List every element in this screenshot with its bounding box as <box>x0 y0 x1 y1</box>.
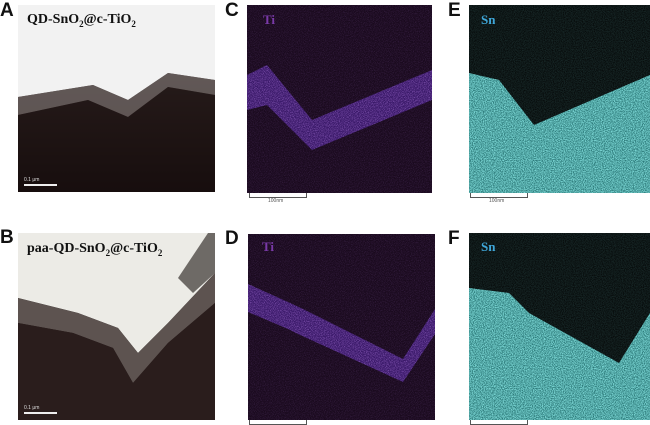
scale-bar <box>24 184 57 186</box>
scale-bar <box>470 420 528 425</box>
eds-map-ti-c: Ti <box>247 5 432 193</box>
element-label-sn: Sn <box>481 239 496 254</box>
panel-label-b: B <box>0 227 14 248</box>
scale-bar <box>249 420 307 425</box>
scale-bar-label: 0.1 μm <box>24 405 40 411</box>
scale-bar <box>24 412 57 414</box>
panel-label-a: A <box>0 0 14 21</box>
scale-bar-label: 0.1 μm <box>24 177 40 183</box>
panel-label-c: C <box>225 0 239 21</box>
eds-map-sn-e: Sn <box>469 5 650 193</box>
scale-bar-label: 100nm <box>268 198 284 204</box>
scale-bar <box>470 193 528 198</box>
panel-label-e: E <box>448 0 461 21</box>
panel-title-a: QD-SnO2@c-TiO2 <box>27 12 136 29</box>
panel-label-f: F <box>448 228 460 249</box>
element-label-ti: Ti <box>262 239 275 254</box>
panel-label-d: D <box>225 228 239 249</box>
eds-map-sn-f: Sn <box>469 233 650 420</box>
tem-image-a: QD-SnO2@c-TiO2 0.1 μm <box>18 5 215 192</box>
eds-map-ti-d: Ti <box>248 234 435 420</box>
scale-bar <box>249 193 307 198</box>
element-label-ti: Ti <box>263 12 276 27</box>
element-label-sn: Sn <box>481 12 496 27</box>
panel-title-b: paa-QD-SnO2@c-TiO2 <box>27 241 163 258</box>
tem-image-b: paa-QD-SnO2@c-TiO2 0.1 μm <box>18 233 215 420</box>
scale-bar-label: 100nm <box>489 198 505 204</box>
